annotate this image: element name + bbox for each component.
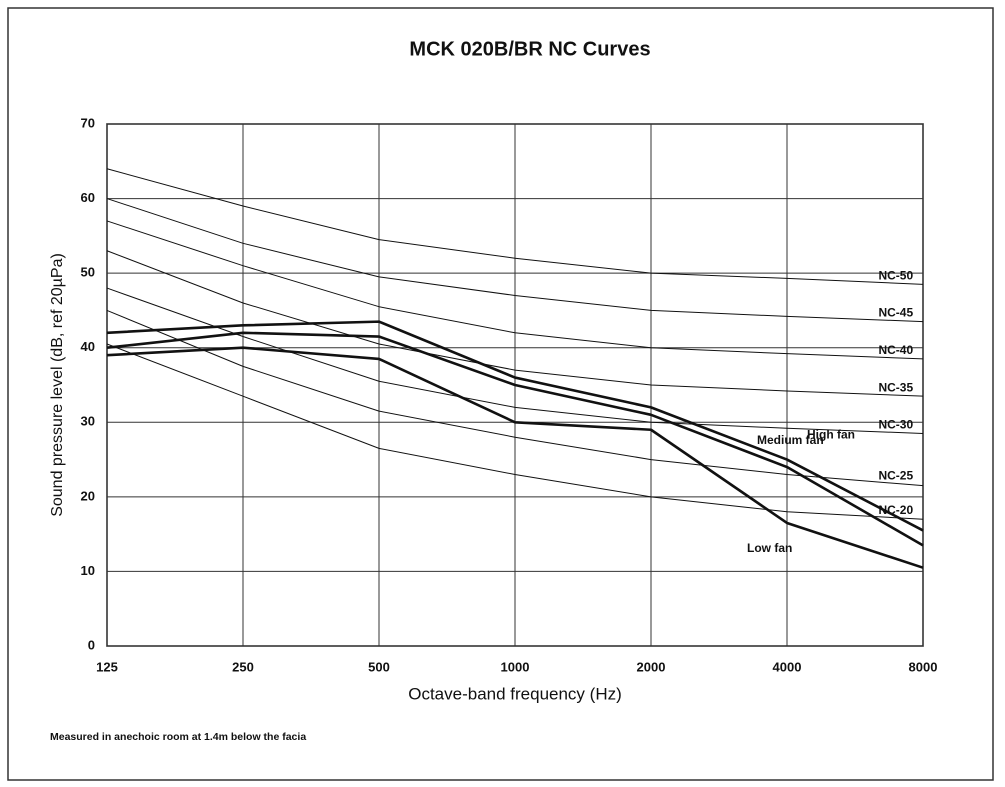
- y-axis-label: Sound pressure level (dB, ref 20µPa): [49, 253, 66, 517]
- series-line: [106, 343, 924, 520]
- y-tick-label: 30: [81, 414, 95, 429]
- frame: [7, 7, 994, 781]
- series-line: [106, 198, 924, 323]
- series-label: Medium fan: [757, 433, 824, 447]
- series-line: [106, 168, 924, 285]
- y-tick-label: 20: [81, 488, 95, 503]
- series-line: [106, 309, 924, 487]
- chart-title: MCK 020B/BR NC Curves: [409, 38, 650, 60]
- series-label: NC-50: [878, 268, 913, 282]
- series-label: NC-30: [878, 418, 913, 432]
- y-tick-label: 70: [81, 115, 95, 130]
- x-tick-label: 500: [368, 659, 390, 674]
- x-tick-label: 8000: [909, 659, 938, 674]
- series-line: [106, 346, 924, 569]
- series-label: NC-25: [878, 469, 913, 483]
- x-axis-label: Octave-band frequency (Hz): [408, 684, 622, 703]
- y-tick-label: 60: [81, 190, 95, 205]
- series-label: High fan: [807, 428, 855, 442]
- series-label: NC-35: [878, 380, 913, 394]
- x-tick-label: 250: [232, 659, 254, 674]
- series-line: [106, 331, 924, 547]
- y-tick-label: 0: [88, 637, 95, 652]
- x-tick-label: 4000: [773, 659, 802, 674]
- series-label: NC-20: [878, 503, 913, 517]
- x-tick-label: 1000: [501, 659, 530, 674]
- series-line: [106, 287, 924, 434]
- footnote: Measured in anechoic room at 1.4m below …: [50, 731, 306, 743]
- series-label: Low fan: [747, 541, 792, 555]
- series-label: NC-45: [878, 306, 913, 320]
- x-tick-label: 125: [96, 659, 118, 674]
- y-tick-label: 50: [81, 265, 95, 280]
- series-line: [106, 220, 924, 360]
- series-line: [106, 250, 924, 397]
- y-tick-label: 40: [81, 339, 95, 354]
- x-tick-label: 2000: [637, 659, 666, 674]
- series-line: [106, 320, 924, 532]
- y-tick-label: 10: [81, 563, 95, 578]
- series-label: NC-40: [878, 343, 913, 357]
